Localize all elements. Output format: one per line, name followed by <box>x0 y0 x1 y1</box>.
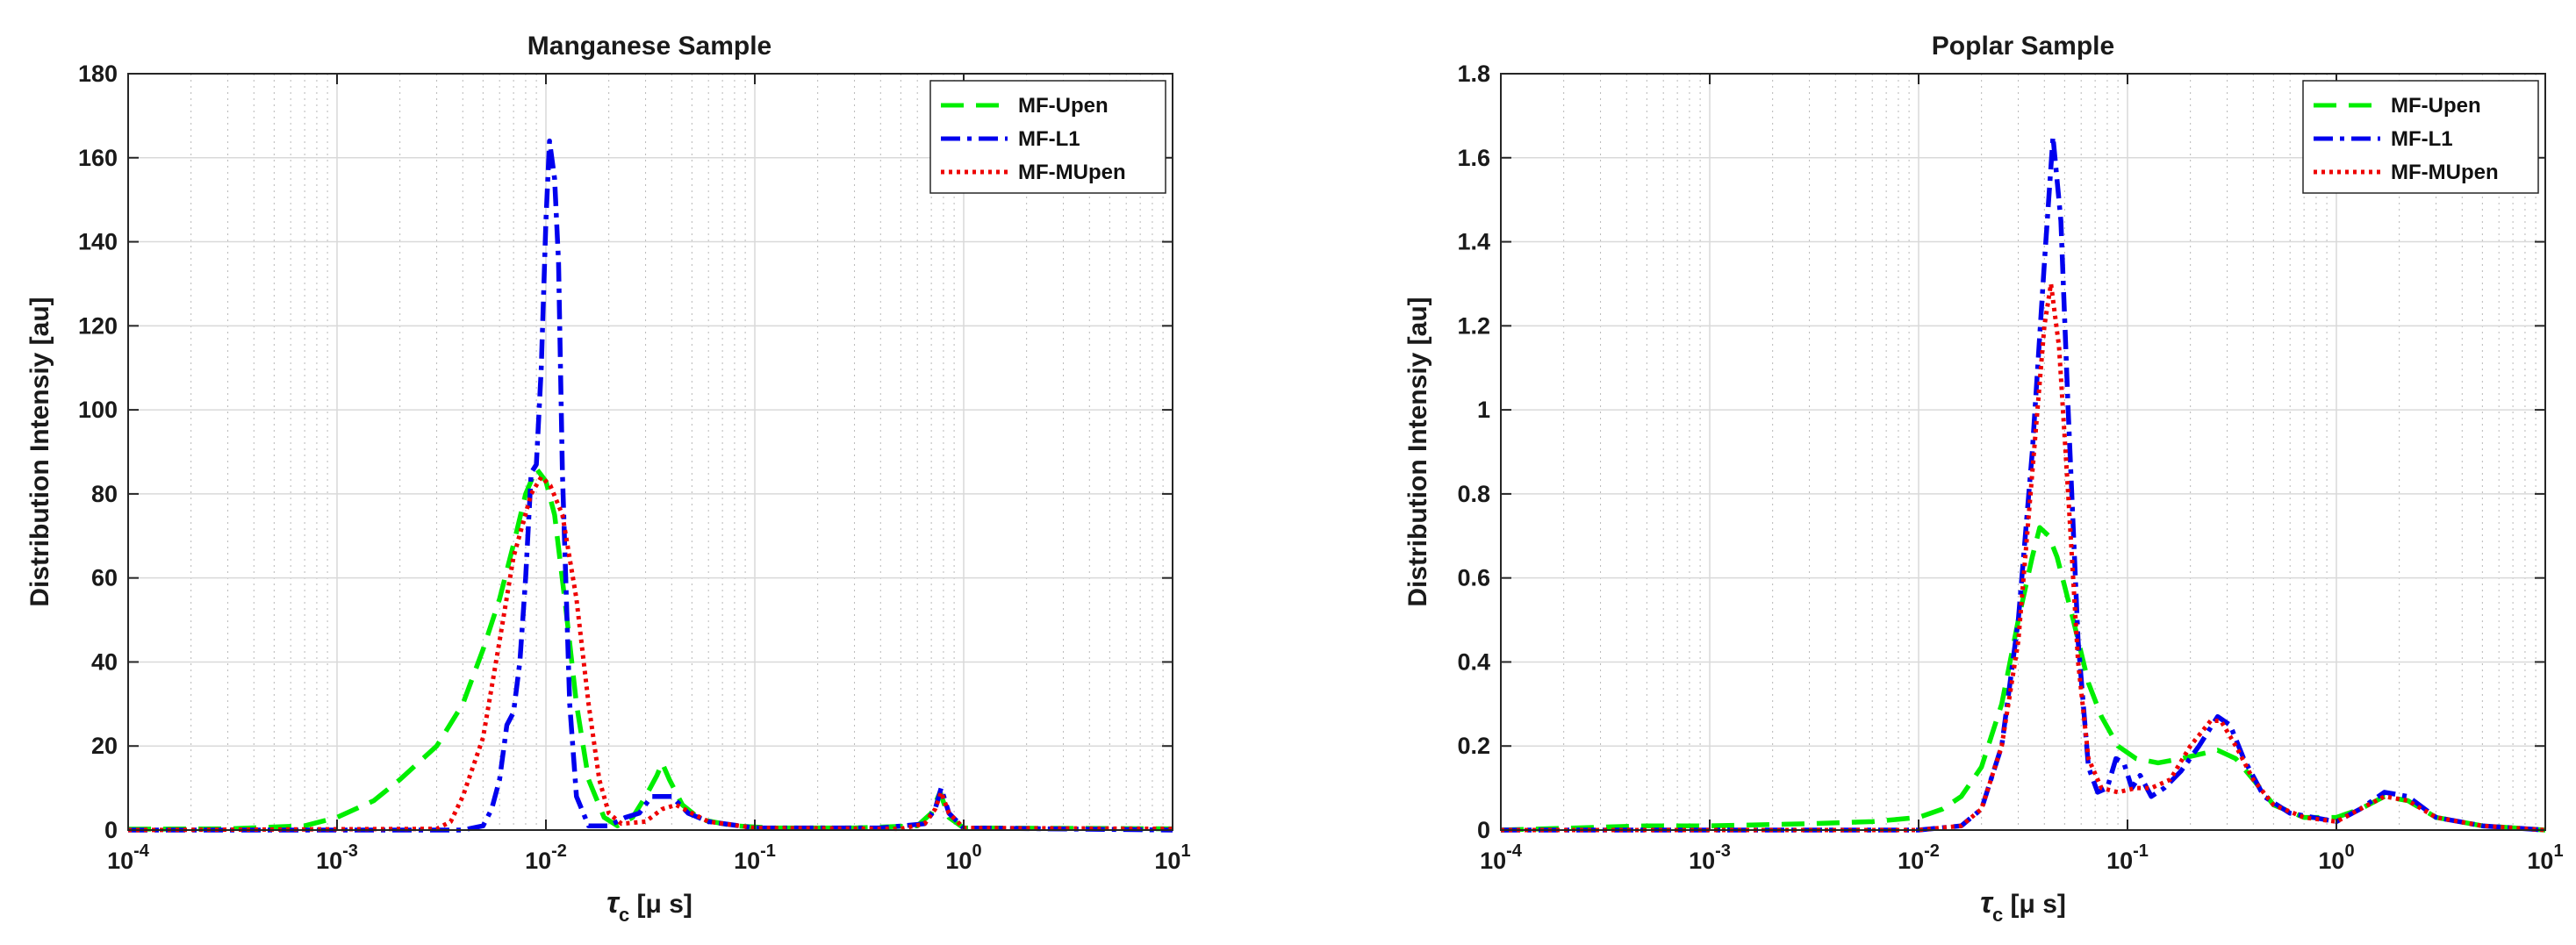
y-tick-label: 1.2 <box>1457 312 1490 339</box>
y-tick-label: 1 <box>1477 397 1490 423</box>
x-axis-label-main: τ <box>606 886 621 920</box>
y-tick-label: 20 <box>91 733 118 759</box>
y-tick-labels: 0 0.2 0.4 0.6 0.8 1 1.2 1.4 1.6 1.8 <box>1457 61 2545 843</box>
y-tick-label: 0 <box>1477 817 1490 843</box>
y-tick-label: 1.4 <box>1457 229 1490 255</box>
x-tick-label: 101 <box>2527 841 2563 874</box>
x-axis-label-sub: c <box>619 904 629 926</box>
legend-entry: MF-Upen <box>2391 94 2481 118</box>
series-line-mf-upen <box>127 466 1173 832</box>
y-tick-label: 60 <box>91 565 118 591</box>
x-axis-label-rest: [μ s] <box>2003 890 2066 919</box>
legend-entry: MF-MUpen <box>2391 161 2499 184</box>
chart-poplar: Poplar Sample 10-4 10-3 10-2 10-1 100 101 0 0.… <box>1403 32 2564 926</box>
x-tick-label: 10-2 <box>1898 841 1940 874</box>
legend-entry: MF-Upen <box>1018 94 1109 118</box>
x-tick-label: 10-3 <box>1689 841 1731 874</box>
y-tick-label: 40 <box>91 648 118 675</box>
legend: MF-Upen MF-L1 MF-MUpen <box>929 80 1166 194</box>
y-tick-label: 160 <box>78 145 118 171</box>
x-tick-label: 100 <box>2318 841 2354 874</box>
x-axis-label-main: τ <box>1980 886 1994 920</box>
y-tick-labels: 0 20 40 60 80 100 120 140 160 180 <box>78 61 1173 843</box>
y-tick-label: 0.2 <box>1457 733 1490 759</box>
y-tick-label: 180 <box>78 61 118 87</box>
x-axis-label-rest: [μ s] <box>629 890 692 919</box>
y-tick-label: 0.4 <box>1457 648 1490 675</box>
y-tick-label: 0.8 <box>1457 481 1490 507</box>
legend-entry: MF-MUpen <box>1018 161 1126 184</box>
series-layer <box>127 138 1173 833</box>
x-tick-label: 100 <box>945 841 981 874</box>
series-line-mf-mupen <box>127 475 1173 833</box>
x-tick-label: 101 <box>1154 841 1190 874</box>
x-tick-label: 10-4 <box>107 841 150 874</box>
x-tick-label: 10-4 <box>1480 841 1523 874</box>
legend: MF-Upen MF-L1 MF-MUpen <box>2302 80 2539 194</box>
y-tick-label: 1.8 <box>1457 61 1490 87</box>
legend-entry: MF-L1 <box>1018 127 1080 151</box>
x-axis-label-sub: c <box>1992 904 2003 926</box>
plot-frame <box>127 73 1173 831</box>
x-axis-label: τc [μ s] <box>1980 886 2066 926</box>
y-axis-label: Distribution Intensiy [au] <box>1403 297 1432 606</box>
x-tick-label: 10-3 <box>316 841 358 874</box>
series-layer <box>1500 134 2546 833</box>
series-line-mf-l1 <box>128 138 1173 833</box>
y-axis-label: Distribution Intensiy [au] <box>25 297 54 606</box>
chart-title: Manganese Sample <box>527 32 771 61</box>
x-tick-label: 10-2 <box>525 841 567 874</box>
y-tick-label: 1.6 <box>1457 145 1490 171</box>
y-tick-label: 0 <box>104 817 118 843</box>
legend-box <box>929 80 1166 194</box>
x-tick-labels: 10-4 10-3 10-2 10-1 100 101 <box>1480 74 2564 874</box>
series-line-mf-upen <box>1500 525 2546 833</box>
series-line-mf-mupen <box>1501 281 2546 833</box>
y-tick-label: 80 <box>91 481 118 507</box>
legend-entry: MF-L1 <box>2391 127 2453 151</box>
plot-frame <box>1500 73 2546 831</box>
y-tick-label: 120 <box>78 312 118 339</box>
chart-title: Poplar Sample <box>1932 32 2114 61</box>
y-tick-label: 100 <box>78 397 118 423</box>
x-tick-labels: 10-4 10-3 10-2 10-1 100 101 <box>107 74 1191 874</box>
chart-manganese: Manganese Sample 10-4 10-3 10-2 10-1 100 101 … <box>25 32 1191 926</box>
x-tick-label: 10-1 <box>734 841 776 874</box>
series-line-mf-l1 <box>1501 134 2546 833</box>
x-tick-label: 10-1 <box>2106 841 2149 874</box>
x-axis-label: τc [μ s] <box>606 886 692 926</box>
y-tick-label: 0.6 <box>1457 565 1490 591</box>
y-tick-label: 140 <box>78 229 118 255</box>
